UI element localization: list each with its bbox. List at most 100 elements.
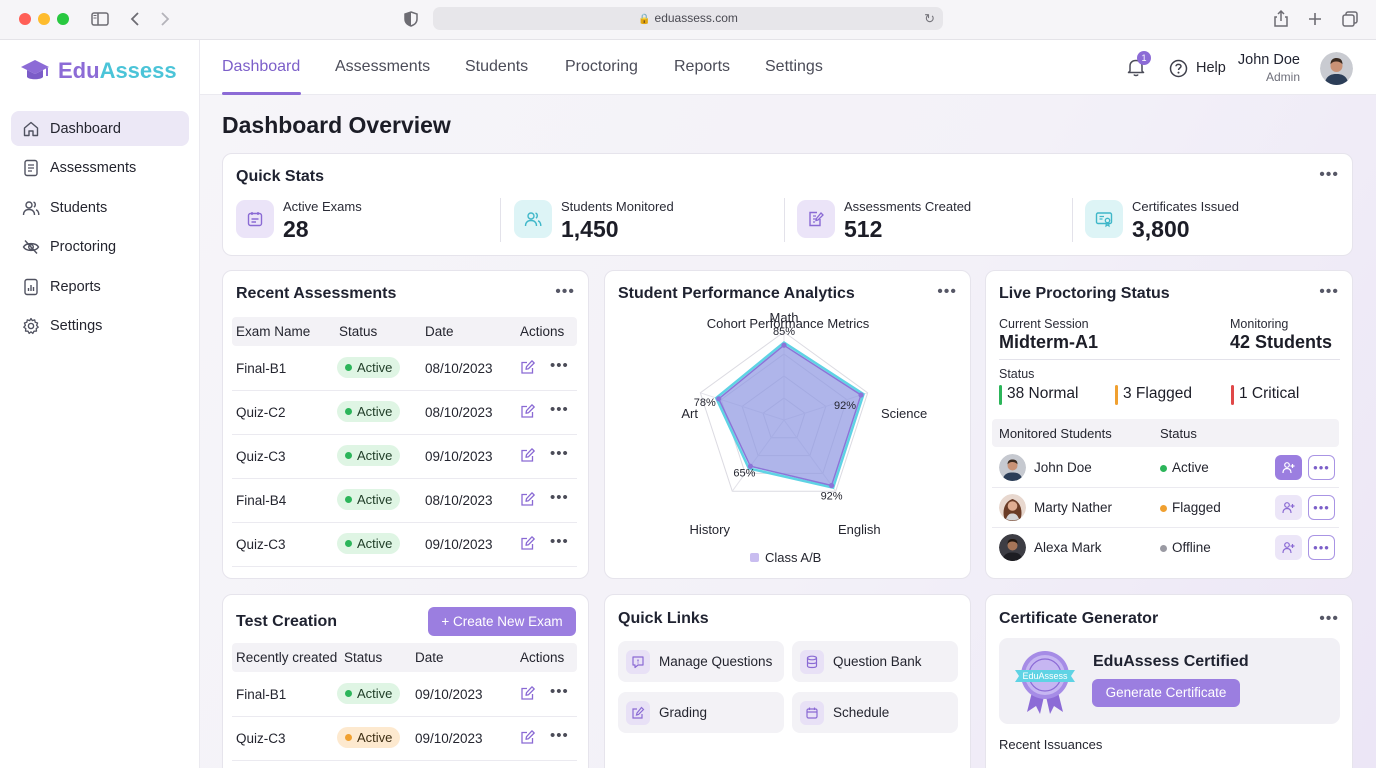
add-user-button[interactable] xyxy=(1275,495,1302,520)
add-user-button[interactable] xyxy=(1275,535,1302,560)
column-header[interactable]: Status xyxy=(1160,426,1197,441)
back-icon[interactable] xyxy=(128,9,142,29)
forward-icon[interactable] xyxy=(158,9,172,29)
more-options-icon[interactable]: ••• xyxy=(937,283,957,300)
radar-point[interactable] xyxy=(747,463,753,469)
shield-icon[interactable] xyxy=(403,9,419,29)
column-header[interactable]: Status xyxy=(344,650,383,665)
more-options-icon[interactable]: ••• xyxy=(1319,283,1339,300)
status-label: Status xyxy=(999,367,1035,381)
sidebar-item-assessments[interactable]: Assessments xyxy=(11,151,189,186)
avatar[interactable] xyxy=(1320,52,1353,85)
more-options-icon[interactable]: ••• xyxy=(550,489,569,506)
tab-dashboard[interactable]: Dashboard xyxy=(222,58,301,75)
edit-icon[interactable] xyxy=(520,491,536,507)
table-row[interactable]: Quiz-C3 Active 09/10/2023 ••• xyxy=(232,717,577,761)
exam-name: Final-B4 xyxy=(236,493,287,508)
users-icon xyxy=(514,200,552,238)
tab-reports[interactable]: Reports xyxy=(674,58,731,75)
more-options-icon[interactable]: ••• xyxy=(550,727,569,744)
radar-point[interactable] xyxy=(781,342,787,348)
sidebar-item-label: Reports xyxy=(50,278,101,295)
more-options-button[interactable]: ••• xyxy=(1308,535,1335,560)
more-options-button[interactable]: ••• xyxy=(1308,455,1335,480)
radar-point[interactable] xyxy=(858,392,864,398)
status-critical-count: 1 Critical xyxy=(1231,385,1299,405)
edit-icon[interactable] xyxy=(520,359,536,375)
document-icon xyxy=(24,159,38,177)
table-row: Alexa Mark Offline ••• xyxy=(992,528,1339,568)
more-options-icon[interactable]: ••• xyxy=(550,683,569,700)
card-title: Quick Stats xyxy=(236,168,325,185)
sidebar-toggle-icon[interactable] xyxy=(90,9,110,29)
share-icon[interactable] xyxy=(1272,9,1290,29)
column-header[interactable]: Monitored Students xyxy=(999,426,1112,441)
edit-icon[interactable] xyxy=(520,685,536,701)
edit-icon[interactable] xyxy=(520,535,536,551)
column-header[interactable]: Exam Name xyxy=(236,324,311,339)
table-row[interactable]: Quiz-C3 Active 09/10/2023 ••• xyxy=(232,435,577,479)
table-row[interactable]: Final-B4 Active 08/10/2023 ••• xyxy=(232,479,577,523)
column-header[interactable]: Date xyxy=(425,324,454,339)
more-options-icon[interactable]: ••• xyxy=(550,401,569,418)
maximize-window-button[interactable] xyxy=(57,13,69,25)
more-options-icon[interactable]: ••• xyxy=(550,533,569,550)
minimize-window-button[interactable] xyxy=(38,13,50,25)
quick-link-schedule[interactable]: Schedule xyxy=(792,692,958,733)
more-options-icon[interactable]: ••• xyxy=(1319,166,1339,183)
add-user-button[interactable] xyxy=(1275,455,1302,480)
avatar xyxy=(999,534,1026,561)
more-options-icon[interactable]: ••• xyxy=(550,357,569,374)
help-button[interactable]: Help xyxy=(1169,58,1226,78)
column-header[interactable]: Status xyxy=(339,324,378,339)
reload-icon[interactable]: ↻ xyxy=(924,11,935,26)
generate-certificate-button[interactable]: Generate Certificate xyxy=(1092,679,1240,707)
more-options-icon[interactable]: ••• xyxy=(550,445,569,462)
table-row[interactable]: Quiz-C2 Active 08/10/2023 ••• xyxy=(232,391,577,435)
table-row[interactable]: Quiz-C3 Active 09/10/2023 ••• xyxy=(232,523,577,567)
sidebar-item-reports[interactable]: Reports xyxy=(11,269,189,304)
quick-link-grading[interactable]: Grading xyxy=(618,692,784,733)
tab-settings[interactable]: Settings xyxy=(765,58,823,75)
app-logo[interactable]: EduAssess xyxy=(20,55,177,87)
new-tab-icon[interactable] xyxy=(1306,9,1324,29)
edit-icon[interactable] xyxy=(520,447,536,463)
quick-link-manage-questions[interactable]: Manage Questions xyxy=(618,641,784,682)
radar-point[interactable] xyxy=(716,396,722,402)
column-header[interactable]: Recently created xyxy=(236,650,338,665)
more-options-icon[interactable]: ••• xyxy=(1319,610,1339,627)
sidebar-item-dashboard[interactable]: Dashboard xyxy=(11,111,189,146)
exam-name: Final-B1 xyxy=(236,687,287,702)
column-header[interactable]: Date xyxy=(415,650,444,665)
table-row[interactable]: Final-B1 Active 09/10/2023 ••• xyxy=(232,673,577,717)
sidebar-item-students[interactable]: Students xyxy=(11,190,189,225)
stat-label: Certificates Issued xyxy=(1132,199,1239,214)
table-row: John Doe Active ••• xyxy=(992,448,1339,488)
radar-grid-ring xyxy=(699,331,869,492)
tabs-overview-icon[interactable] xyxy=(1340,9,1360,29)
more-options-icon[interactable]: ••• xyxy=(555,283,575,300)
radar-point[interactable] xyxy=(828,482,835,489)
edit-icon[interactable] xyxy=(520,729,536,745)
table-row[interactable]: Final-B1 Active 08/10/2023 ••• xyxy=(232,347,577,391)
bell-icon[interactable] xyxy=(1125,56,1147,78)
create-new-exam-button[interactable]: + Create New Exam xyxy=(428,607,576,636)
quick-link-question-bank[interactable]: Question Bank xyxy=(792,641,958,682)
quick-link-label: Manage Questions xyxy=(659,654,773,669)
address-bar[interactable]: 🔒 eduassess.com ↻ xyxy=(433,7,943,30)
sidebar-item-settings[interactable]: Settings xyxy=(11,309,189,344)
sidebar-item-proctoring[interactable]: Proctoring xyxy=(11,230,189,265)
column-header: Actions xyxy=(520,650,565,665)
url-text: eduassess.com xyxy=(654,11,738,25)
edit-icon[interactable] xyxy=(520,403,536,419)
sidebar-nav: Dashboard Assessments Students Proctorin… xyxy=(11,111,189,348)
quick-link-label: Grading xyxy=(659,705,708,720)
user-name[interactable]: John Doe xyxy=(1237,52,1300,68)
close-window-button[interactable] xyxy=(19,13,31,25)
tab-students[interactable]: Students xyxy=(465,58,529,75)
tab-assessments[interactable]: Assessments xyxy=(335,58,431,75)
radar-category-label: History xyxy=(690,522,731,537)
tab-proctoring[interactable]: Proctoring xyxy=(565,58,638,75)
active-tab-indicator xyxy=(222,92,301,95)
more-options-button[interactable]: ••• xyxy=(1308,495,1335,520)
